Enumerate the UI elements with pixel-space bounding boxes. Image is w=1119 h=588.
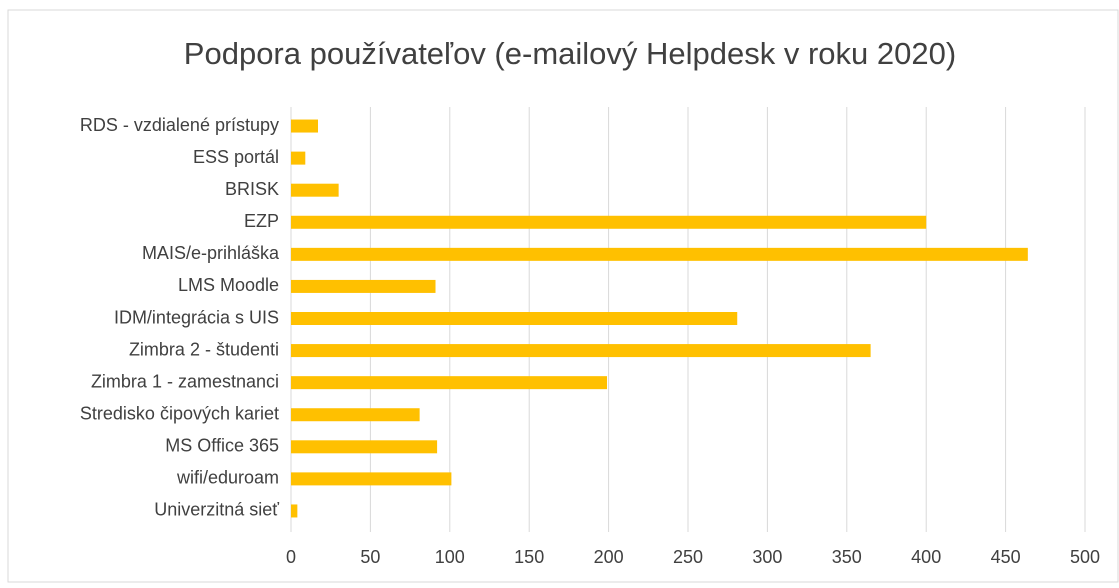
y-tick-label: Zimbra 1 - zamestnanci	[91, 371, 279, 391]
x-tick-label: 200	[594, 547, 624, 567]
bar	[291, 440, 438, 454]
x-tick-label: 250	[673, 547, 703, 567]
bar	[291, 183, 339, 197]
bar	[291, 119, 318, 133]
bar	[291, 312, 738, 325]
y-tick-label: Zimbra 2 - študenti	[129, 339, 279, 359]
x-tick-label: 400	[911, 547, 941, 567]
bar	[291, 215, 927, 229]
bar	[291, 344, 871, 358]
x-tick-label: 50	[360, 547, 380, 567]
chart-border	[7, 9, 1119, 583]
x-tick-label: 500	[1070, 547, 1100, 567]
bar	[291, 376, 608, 390]
y-tick-label: RDS - vzdialené prístupy	[80, 115, 279, 135]
x-tick-label: 150	[514, 547, 544, 567]
y-tick-label: IDM/integrácia s UIS	[114, 307, 279, 327]
x-tick-label: 300	[752, 547, 782, 567]
bar	[291, 504, 298, 518]
bar	[291, 247, 1028, 261]
y-tick-label: wifi/eduroam	[176, 468, 279, 488]
y-tick-label: EZP	[244, 211, 279, 231]
y-tick-label: MS Office 365	[165, 436, 279, 456]
y-tick-label: BRISK	[225, 179, 279, 199]
y-tick-label: ESS portál	[193, 147, 279, 167]
x-tick-label: 350	[832, 547, 862, 567]
bar	[291, 472, 452, 486]
bar	[291, 408, 420, 422]
x-tick-label: 0	[286, 547, 296, 567]
y-tick-label: Stredisko čipových kariet	[80, 403, 279, 423]
x-tick-label: 450	[991, 547, 1021, 567]
chart-title: Podpora používateľov (e-mailový Helpdesk…	[184, 36, 956, 71]
x-tick-label: 100	[435, 547, 465, 567]
y-tick-label: MAIS/e-prihláška	[142, 243, 280, 263]
bar	[291, 151, 306, 165]
y-tick-label: Univerzitná sieť	[154, 500, 279, 520]
y-tick-label: LMS Moodle	[178, 275, 279, 295]
bar	[291, 279, 436, 293]
